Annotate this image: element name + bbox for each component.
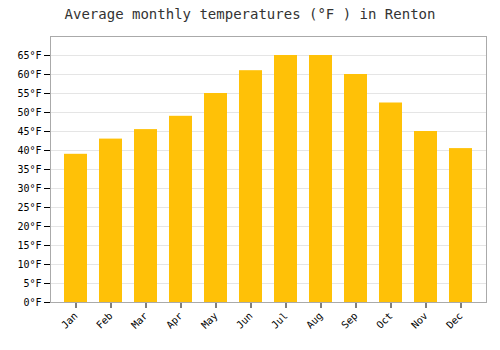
svg-text:Jul: Jul: [269, 310, 290, 331]
svg-text:Dec: Dec: [444, 310, 465, 331]
svg-text:15°F: 15°F: [17, 240, 41, 251]
svg-text:May: May: [199, 310, 220, 331]
svg-text:35°F: 35°F: [17, 164, 41, 175]
svg-text:Sep: Sep: [339, 310, 360, 331]
svg-text:20°F: 20°F: [17, 221, 41, 232]
svg-text:Mar: Mar: [129, 310, 150, 331]
svg-text:65°F: 65°F: [17, 50, 41, 61]
svg-text:Nov: Nov: [409, 310, 430, 331]
svg-text:Feb: Feb: [94, 310, 115, 331]
svg-text:Jun: Jun: [234, 310, 255, 331]
svg-text:0°F: 0°F: [23, 297, 41, 308]
svg-text:Oct: Oct: [374, 310, 395, 331]
svg-text:30°F: 30°F: [17, 183, 41, 194]
svg-text:10°F: 10°F: [17, 259, 41, 270]
svg-text:Aug: Aug: [304, 310, 325, 331]
svg-text:55°F: 55°F: [17, 88, 41, 99]
svg-text:25°F: 25°F: [17, 202, 41, 213]
html-text:Average monthly temperatures (: Average monthly temperatures (°F ) in Re…: [64, 6, 436, 22]
svg-text:5°F: 5°F: [23, 278, 41, 289]
svg-text:Jan: Jan: [59, 310, 80, 331]
svg-text:60°F: 60°F: [17, 69, 41, 80]
svg-text:40°F: 40°F: [17, 145, 41, 156]
svg-text:45°F: 45°F: [17, 126, 41, 137]
svg-text:50°F: 50°F: [17, 107, 41, 118]
svg-text:Apr: Apr: [164, 310, 185, 331]
